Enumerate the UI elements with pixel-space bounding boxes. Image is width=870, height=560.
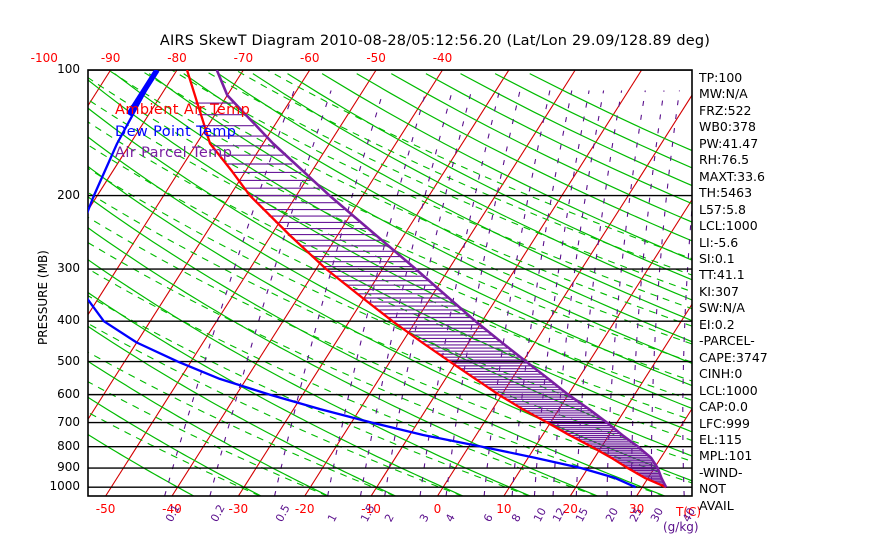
legend-item-dewpoint: Dew Point Temp bbox=[115, 124, 237, 140]
top-temp-tick--60: -60 bbox=[299, 51, 320, 65]
parameter-item-9: LCL:1000 bbox=[699, 218, 758, 234]
pressure-tick-500: 500 bbox=[57, 353, 80, 368]
bottom-temp-tick--50: -50 bbox=[95, 502, 116, 516]
parameter-item-13: KI:307 bbox=[699, 283, 739, 299]
pressure-tick-800: 800 bbox=[57, 438, 80, 453]
pressure-tick-400: 400 bbox=[57, 313, 80, 328]
top-temp-tick--100: -100 bbox=[30, 51, 58, 65]
parameter-item-26: AVAIL bbox=[699, 497, 734, 513]
bottom-temp-tick--20: -20 bbox=[294, 502, 315, 516]
parameter-item-4: PW:41.47 bbox=[699, 135, 759, 151]
bottom-temp-tick-10: 10 bbox=[496, 502, 512, 516]
bottom-temp-tick-0: 0 bbox=[433, 502, 442, 516]
pressure-tick-1000: 1000 bbox=[49, 479, 80, 494]
legend-item-ambient: Ambient Air Temp bbox=[115, 102, 251, 118]
parameter-item-11: SI:0.1 bbox=[699, 250, 735, 266]
pressure-tick-600: 600 bbox=[57, 386, 80, 401]
parameter-item-5: RH:76.5 bbox=[699, 152, 750, 168]
parameter-item-6: MAXT:33.6 bbox=[699, 168, 765, 184]
page-title: AIRS SkewT Diagram 2010-08-28/05:12:56.2… bbox=[159, 33, 711, 49]
parameter-item-2: FRZ:522 bbox=[699, 102, 752, 118]
parameter-item-0: TP:100 bbox=[699, 70, 743, 85]
pressure-tick-200: 200 bbox=[57, 187, 80, 202]
parameter-item-24: -WIND- bbox=[699, 464, 743, 480]
parameter-item-17: CAPE:3747 bbox=[699, 349, 768, 365]
parameter-item-22: EL:115 bbox=[699, 431, 742, 447]
parameter-item-16: -PARCEL- bbox=[699, 333, 755, 349]
pressure-tick-700: 700 bbox=[57, 414, 80, 429]
parameter-item-15: EI:0.2 bbox=[699, 316, 735, 332]
pressure-tick-900: 900 bbox=[57, 460, 80, 475]
parameter-item-1: MW:N/A bbox=[699, 86, 748, 102]
parameter-item-25: NOT bbox=[699, 481, 726, 497]
parameter-item-12: TT:41.1 bbox=[699, 267, 745, 283]
parameter-item-10: LI:-5.6 bbox=[699, 234, 739, 250]
parameter-item-19: LCL:1000 bbox=[699, 382, 758, 398]
bottom-temp-tick-20: 20 bbox=[562, 502, 578, 516]
bottom-temp-tick--10: -10 bbox=[361, 502, 381, 516]
top-temp-tick--110: -110 bbox=[0, 51, 2, 65]
bottom-temp-tick-30: 30 bbox=[628, 502, 645, 516]
top-temp-tick--80: -80 bbox=[167, 51, 187, 65]
top-temp-tick--90: -90 bbox=[100, 51, 121, 65]
parameter-item-18: CINH:0 bbox=[699, 366, 743, 382]
x-axis-mixing-label: (g/kg) bbox=[663, 520, 699, 534]
parameter-item-8: L57:5.8 bbox=[699, 201, 746, 217]
top-temp-tick--40: -40 bbox=[432, 51, 453, 65]
bottom-temp-tick--30: -30 bbox=[228, 502, 249, 516]
pressure-tick-300: 300 bbox=[57, 261, 80, 276]
parameter-item-21: LFC:999 bbox=[699, 415, 750, 431]
sounding-parameters-panel: TP:100 MW:N/A FRZ:522 WB0:378 PW:41.47 RH:76.… bbox=[699, 70, 794, 514]
x-axis-temp-label: T(C) bbox=[676, 505, 702, 519]
top-temp-tick--50: -50 bbox=[366, 51, 386, 65]
pressure-tick-100: 100 bbox=[57, 62, 80, 76]
parameter-item-14: SW:N/A bbox=[699, 300, 745, 316]
top-temp-tick--70: -70 bbox=[233, 51, 254, 65]
parameter-item-7: TH:5463 bbox=[699, 185, 753, 201]
parameter-item-20: CAP:0.0 bbox=[699, 399, 748, 415]
parameter-item-3: WB0:378 bbox=[699, 119, 756, 135]
parameter-item-23: MPL:101 bbox=[699, 448, 753, 464]
bottom-temp-tick--40: -40 bbox=[162, 502, 182, 516]
legend-item-parcel: Air Parcel Temp bbox=[115, 145, 233, 161]
